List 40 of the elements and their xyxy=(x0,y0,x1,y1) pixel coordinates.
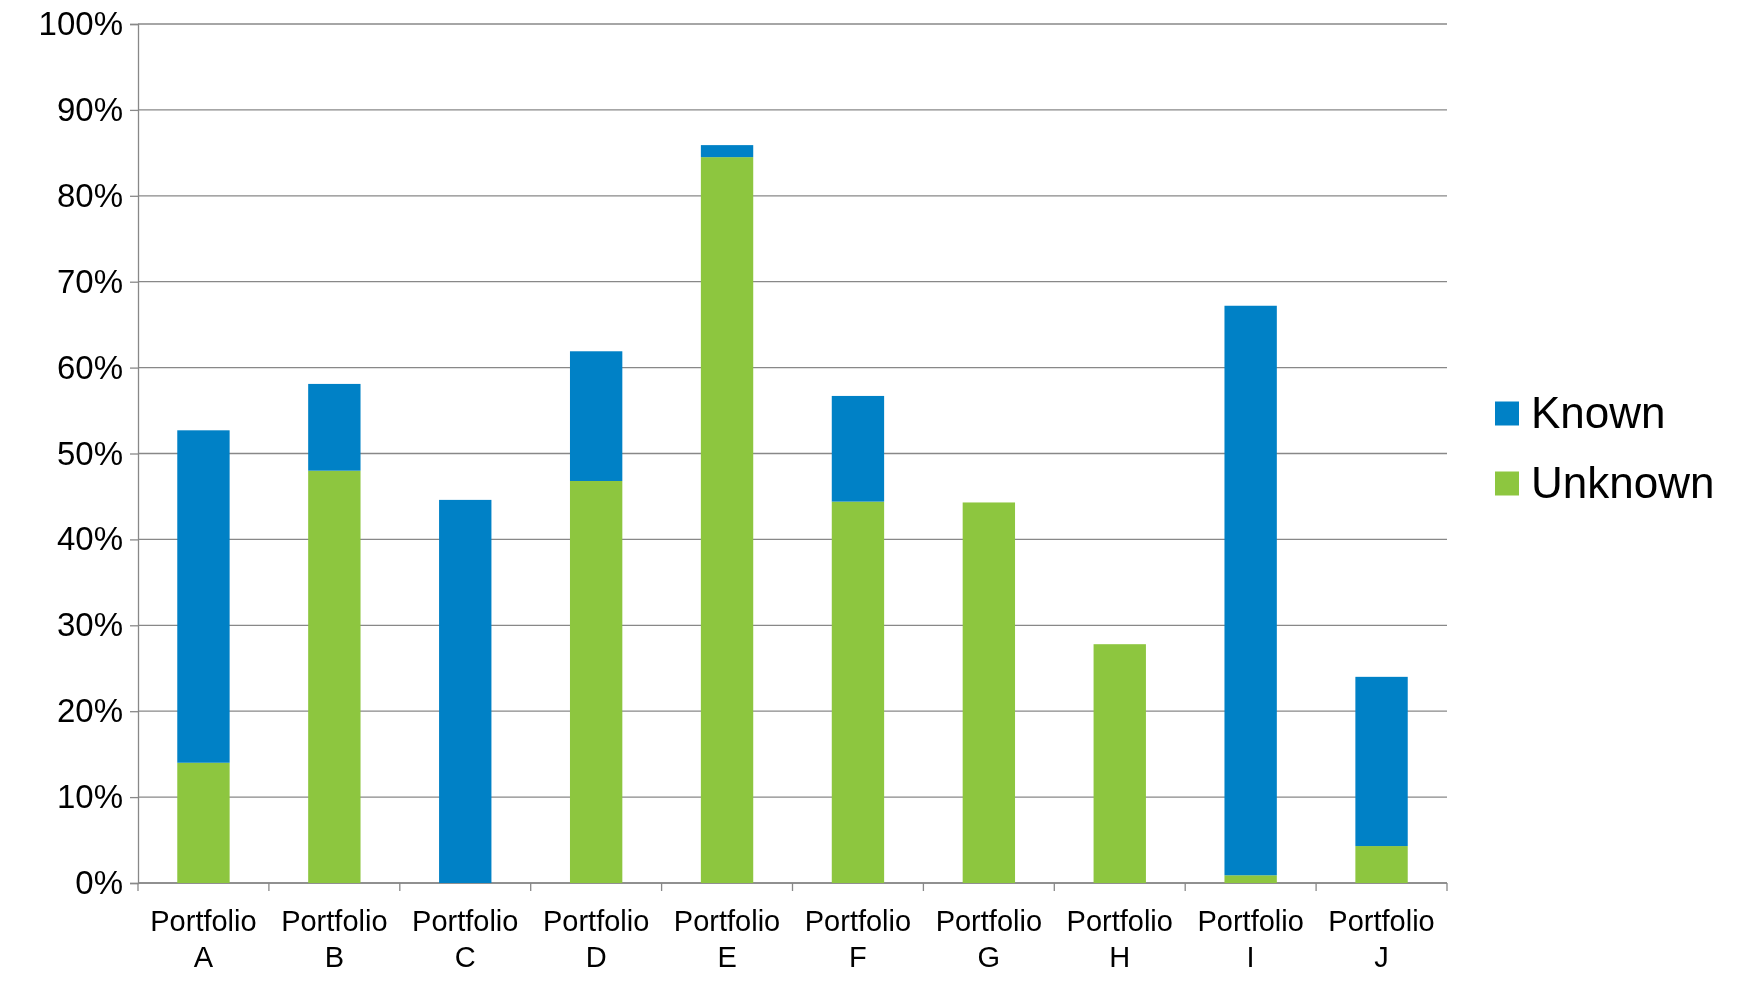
x-tick-label: Portfolio E xyxy=(673,905,781,973)
y-tick-label: 10% xyxy=(56,778,123,816)
x-tick-label: Portfolio F xyxy=(804,905,912,973)
bar xyxy=(569,351,623,481)
y-tick-label: 30% xyxy=(56,606,123,644)
bar xyxy=(1355,676,1408,847)
bar xyxy=(177,762,230,883)
y-tick-label: 50% xyxy=(56,434,123,472)
y-tick-label: 70% xyxy=(56,262,123,300)
y-tick-label: 20% xyxy=(56,692,123,730)
x-tick-label: Portfolio C xyxy=(412,905,519,973)
bar xyxy=(308,470,361,883)
bar xyxy=(1224,875,1277,883)
x-tick-label: Portfolio D xyxy=(542,905,650,973)
x-tick-label: Portfolio A xyxy=(150,905,257,973)
bar xyxy=(700,145,754,158)
bar xyxy=(177,430,230,763)
y-tick-label: 80% xyxy=(56,176,123,214)
bar xyxy=(1093,644,1146,883)
y-tick-label: 100% xyxy=(38,5,123,43)
bar xyxy=(831,395,885,502)
x-tick-label: Portfolio I xyxy=(1197,905,1304,973)
x-tick-label: Portfolio J xyxy=(1328,905,1435,973)
bar xyxy=(1355,846,1408,883)
bar xyxy=(831,501,885,883)
bar xyxy=(700,157,754,883)
x-tick-label: Portfolio H xyxy=(1066,905,1173,973)
y-tick-label: 40% xyxy=(56,520,123,558)
bar xyxy=(439,499,492,883)
x-tick-label: Portfolio G xyxy=(935,905,1043,973)
legend-label: Known xyxy=(1531,387,1666,437)
x-tick-label: Portfolio B xyxy=(281,905,388,973)
bar xyxy=(1224,305,1277,876)
y-tick-label: 60% xyxy=(56,348,123,386)
y-tick-label: 90% xyxy=(56,90,123,128)
legend-label: Unknown xyxy=(1531,457,1715,507)
bar xyxy=(569,480,623,883)
bar xyxy=(308,383,361,471)
y-tick-label: 0% xyxy=(75,864,123,902)
bar xyxy=(962,502,1016,883)
